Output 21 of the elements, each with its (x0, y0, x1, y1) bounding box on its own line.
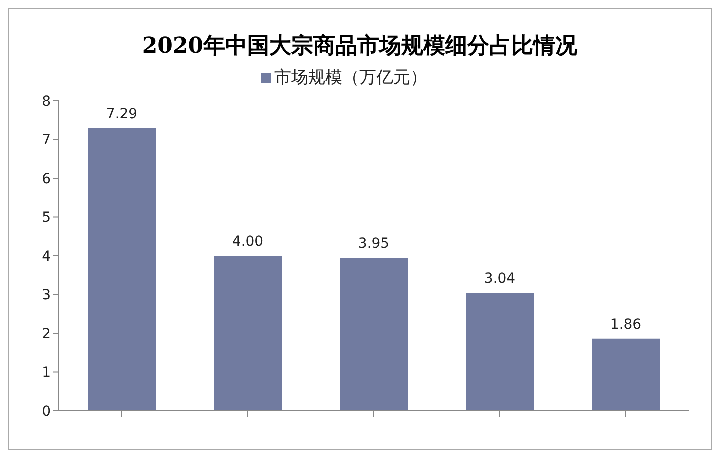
y-tick-label: 3 (42, 288, 51, 304)
text: 7.29 (106, 106, 138, 123)
bar (592, 338, 660, 411)
y-tick-label: 7 (42, 132, 51, 149)
bar (466, 293, 534, 411)
text: 3.04 (484, 271, 516, 288)
y-tick-label: 2 (42, 326, 51, 342)
y-tick-label: 6 (42, 171, 52, 188)
y-tick-label: 0 (42, 404, 51, 420)
legend-label: 市场规模（万亿元） (274, 68, 428, 88)
y-tick-label: 8 (42, 94, 51, 110)
text: 1.86 (610, 316, 642, 333)
y-tick-label: 4 (42, 248, 52, 265)
y-tick-label: 5 (42, 210, 51, 226)
y-tick-label: 1 (42, 365, 51, 382)
text: 3.95 (358, 236, 390, 252)
bar (214, 256, 282, 411)
text: 4.00 (232, 234, 264, 250)
bar (340, 258, 408, 411)
chart-title: 2020年中国大宗商品市场规模细分占比情况 (141, 32, 579, 61)
bar (88, 128, 156, 411)
